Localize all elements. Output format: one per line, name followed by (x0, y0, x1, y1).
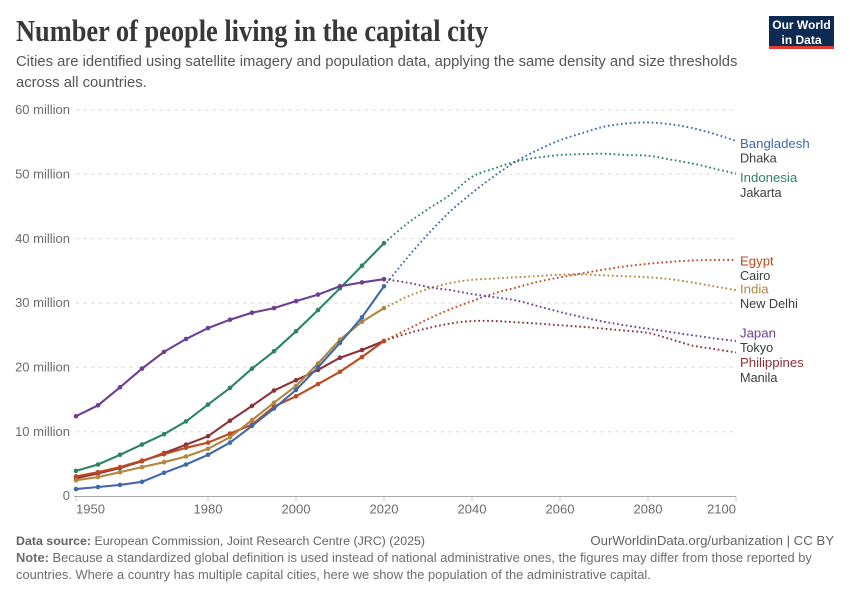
svg-text:60 million: 60 million (15, 102, 70, 117)
svg-text:Manila: Manila (740, 371, 778, 385)
svg-text:Dhaka: Dhaka (740, 151, 778, 165)
svg-text:Japan: Japan (740, 326, 776, 341)
svg-text:India: India (740, 282, 769, 297)
svg-text:Bangladesh: Bangladesh (740, 136, 810, 151)
svg-text:0: 0 (63, 488, 70, 503)
svg-text:1950: 1950 (76, 502, 105, 517)
svg-text:2020: 2020 (370, 502, 399, 517)
svg-text:New Delhi: New Delhi (740, 297, 798, 311)
svg-text:50 million: 50 million (15, 167, 70, 182)
svg-text:1980: 1980 (194, 502, 223, 517)
svg-text:Philippines: Philippines (740, 355, 804, 370)
svg-text:40 million: 40 million (15, 231, 70, 246)
svg-text:Indonesia: Indonesia (740, 170, 798, 185)
svg-text:10 million: 10 million (15, 424, 70, 439)
svg-text:30 million: 30 million (15, 295, 70, 310)
svg-text:2040: 2040 (458, 502, 487, 517)
svg-text:2060: 2060 (546, 502, 575, 517)
svg-text:Cairo: Cairo (740, 269, 770, 283)
svg-text:2080: 2080 (634, 502, 663, 517)
svg-text:2100: 2100 (707, 502, 736, 517)
svg-text:Tokyo: Tokyo (740, 341, 773, 355)
svg-text:20 million: 20 million (15, 360, 70, 375)
svg-text:Jakarta: Jakarta (740, 186, 783, 200)
svg-text:Egypt: Egypt (740, 254, 774, 269)
svg-text:2000: 2000 (282, 502, 311, 517)
